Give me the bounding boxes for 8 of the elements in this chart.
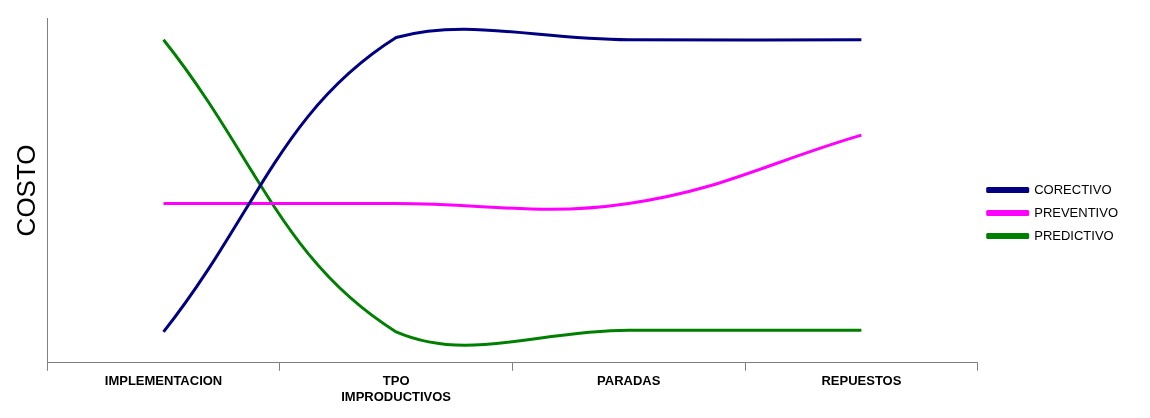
- x-tick-label: TPO IMPRODUCTIVOS: [341, 373, 452, 404]
- x-tick-label: PARADAS: [597, 373, 661, 389]
- x-tick-label: REPUESTOS: [821, 373, 902, 389]
- legend-label: PREVENTIVO: [1034, 204, 1118, 220]
- legend-label: PREDICTIVO: [1034, 227, 1114, 243]
- y-axis-title: COSTO: [10, 144, 41, 237]
- legend-label: CORECTIVO: [1034, 181, 1112, 197]
- x-tick-label: IMPLEMENTACION: [104, 373, 223, 389]
